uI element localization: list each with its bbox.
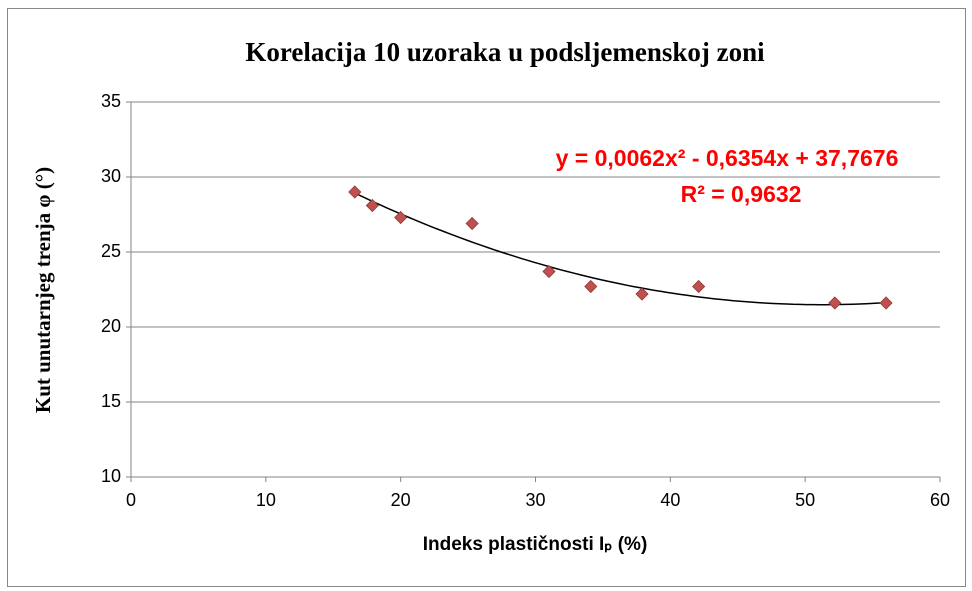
y-tick-label: 10: [101, 466, 121, 486]
trendline-equation: y = 0,0062x² - 0,6354x + 37,7676: [556, 145, 899, 171]
chart-frame: [7, 8, 966, 587]
x-tick-label: 20: [391, 490, 411, 510]
x-axis-label: Indeks plastičnosti Iₚ (%): [423, 534, 648, 555]
x-tick-label: 50: [795, 490, 815, 510]
data-point: [584, 279, 598, 294]
y-tick-label: 20: [101, 316, 121, 336]
data-point: [828, 296, 842, 310]
data-point: [394, 210, 408, 225]
y-tick-label: 15: [101, 391, 121, 411]
x-tick-label: 30: [525, 490, 545, 510]
data-point: [635, 287, 649, 301]
x-tick-label: 10: [256, 490, 276, 510]
trendline-r2: R² = 0,9632: [681, 181, 802, 207]
data-point: [879, 296, 893, 310]
data-point: [465, 216, 479, 231]
y-tick-label: 35: [101, 91, 121, 111]
x-tick-label: 40: [660, 490, 680, 510]
y-tick-label: 30: [101, 166, 121, 186]
data-point: [348, 185, 362, 199]
y-tick-label: 25: [101, 241, 121, 261]
y-axis-label: Kut unutarnjeg trenja φ (°): [31, 167, 55, 413]
x-tick-label: 0: [126, 490, 136, 510]
data-point: [542, 264, 556, 279]
data-point: [365, 198, 379, 213]
chart-title: Korelacija 10 uzoraka u podsljemenskoj z…: [245, 37, 765, 67]
trendline: [354, 192, 887, 306]
data-point: [692, 279, 706, 294]
x-tick-label: 60: [930, 490, 950, 510]
